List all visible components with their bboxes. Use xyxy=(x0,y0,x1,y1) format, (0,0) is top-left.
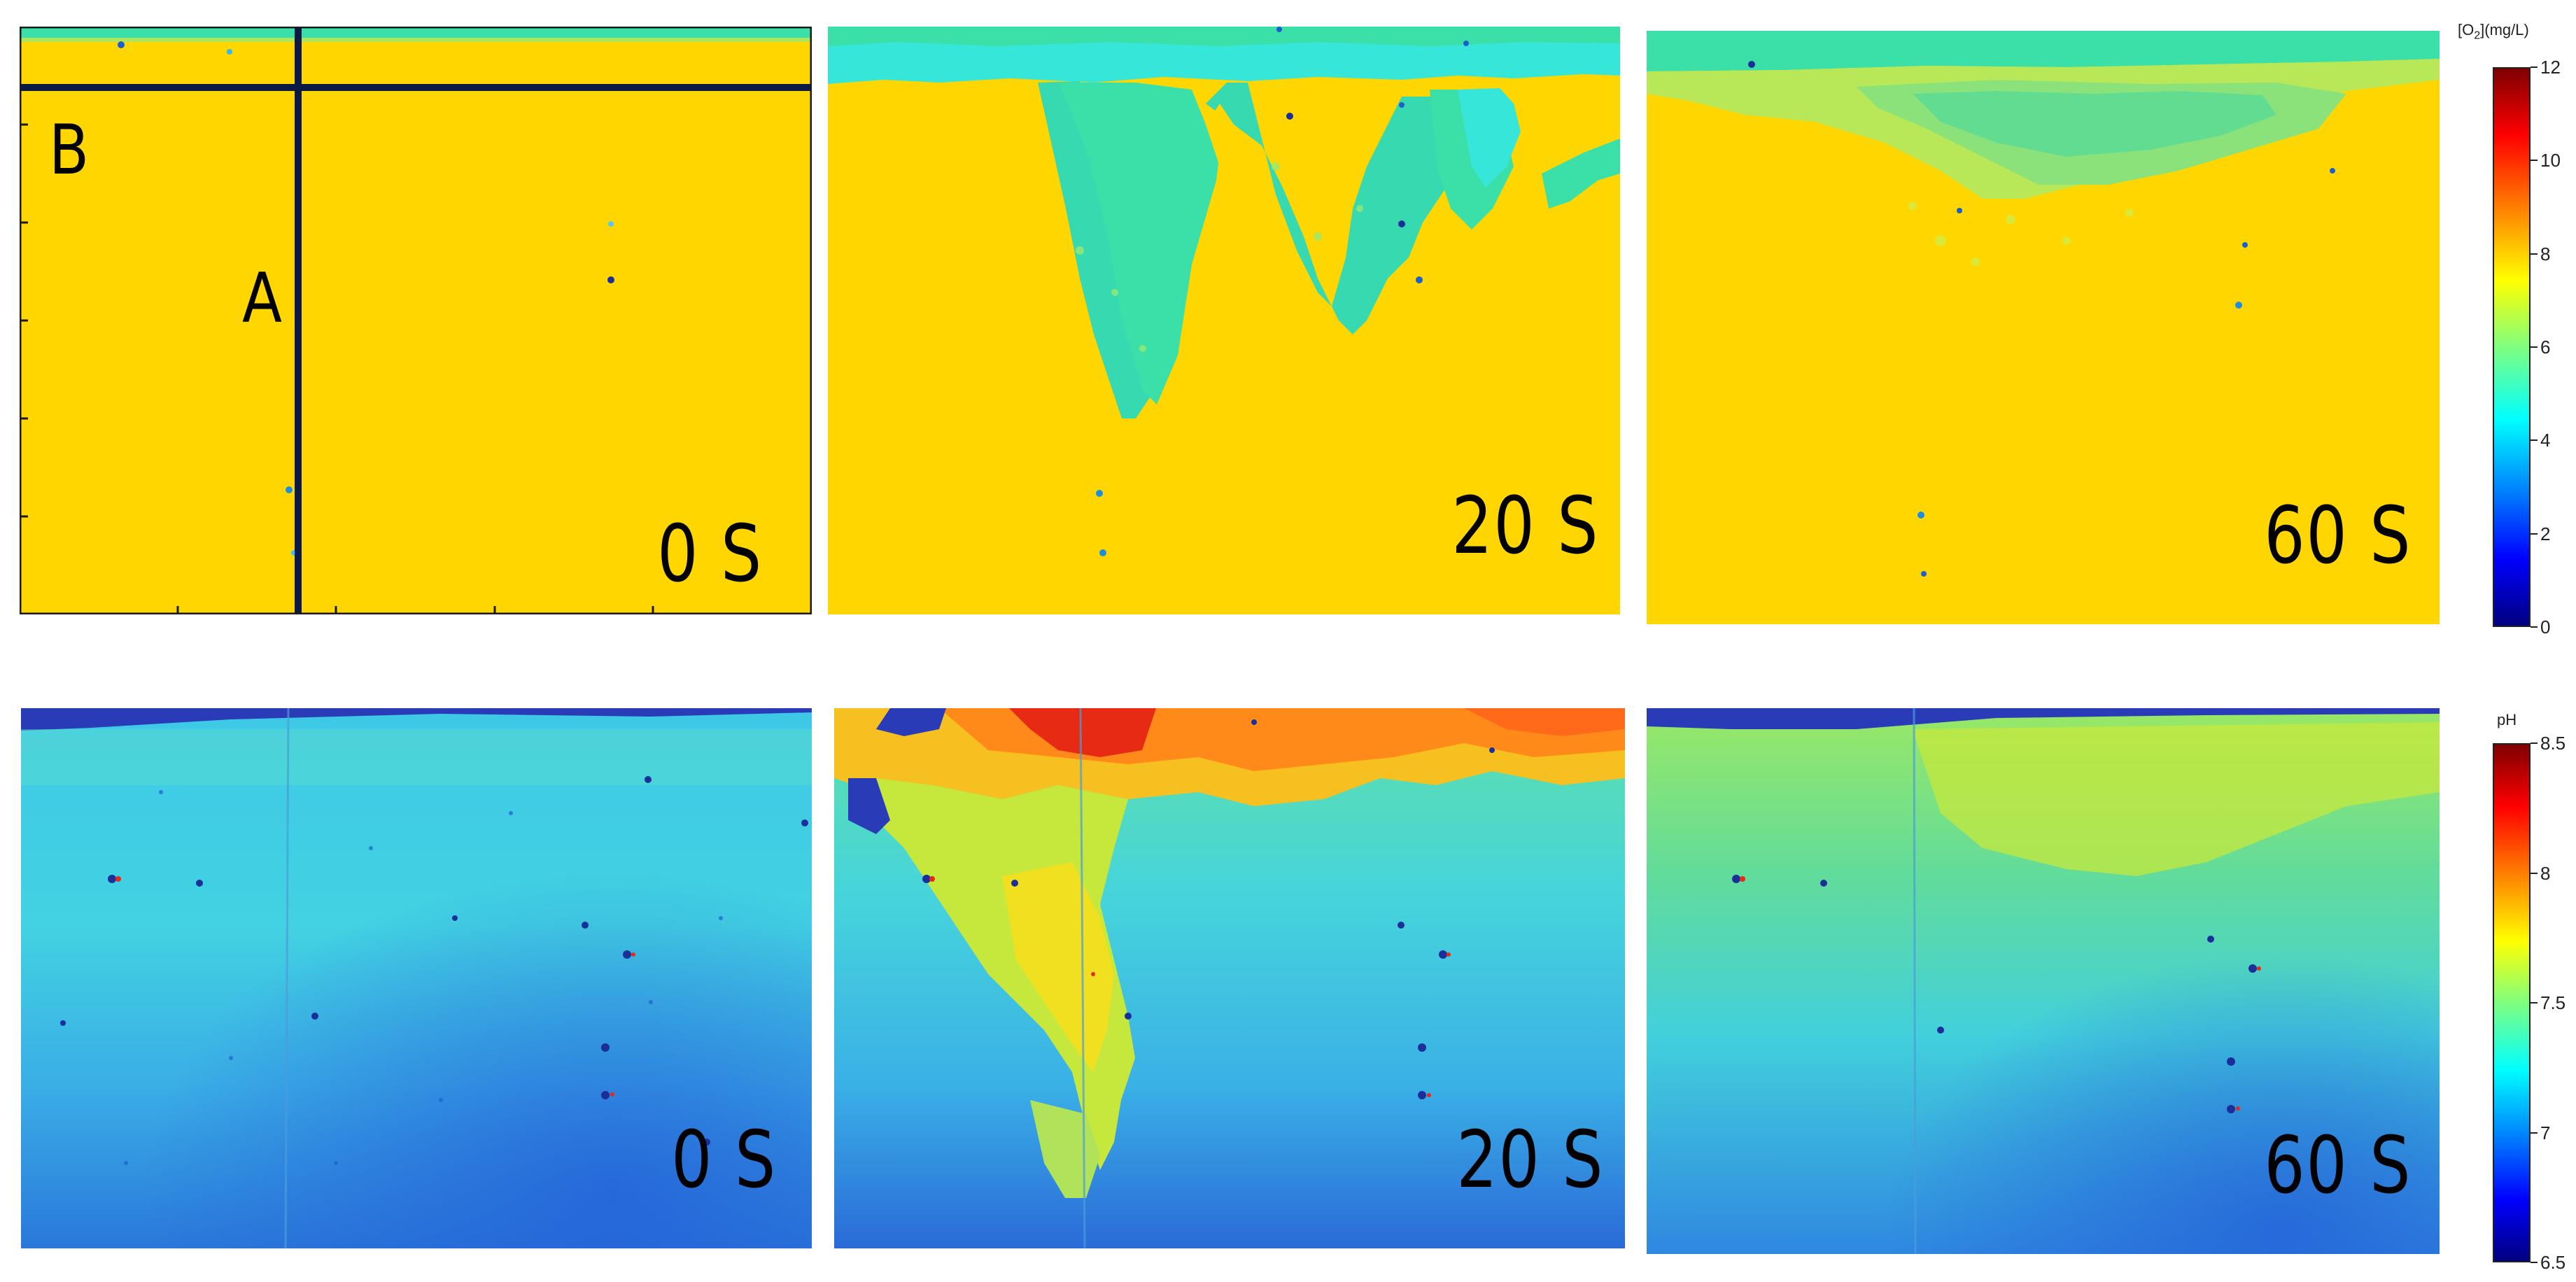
colorbar-tick-label: 12 xyxy=(2540,57,2561,78)
colorbar-tick-label: 8 xyxy=(2540,862,2551,884)
colorbar-tick-mark xyxy=(2531,346,2538,348)
time-label: 0 S xyxy=(671,1115,777,1206)
colorbar-tick-mark xyxy=(2531,439,2538,442)
time-label: 20 S xyxy=(1456,1115,1604,1206)
oxygen-map-20s xyxy=(828,27,1620,614)
ph-map-60s xyxy=(1647,708,2440,1254)
ph-colorbar xyxy=(2493,743,2531,1262)
colorbar-tick-mark xyxy=(2531,1002,2538,1003)
colorbar-tick-label: 8 xyxy=(2540,243,2551,265)
colorbar-tick-mark xyxy=(2531,742,2538,744)
ph-panel-60s: 60 S xyxy=(1647,708,2440,1254)
oxygen-colorbar-title: [O2](mg/L) xyxy=(2458,21,2529,42)
colorbar-tick-label: 7.5 xyxy=(2540,992,2566,1013)
ph-panel-0s: 0 S xyxy=(21,708,812,1248)
oxygen-map-60s xyxy=(1647,31,2440,624)
colorbar-tick-label: 0 xyxy=(2540,617,2551,638)
oxygen-colorbar xyxy=(2493,67,2531,627)
colorbar-tick-label: 8.5 xyxy=(2540,733,2566,754)
time-label: 0 S xyxy=(657,509,763,600)
ph-map-20s xyxy=(834,708,1625,1248)
colorbar-tick-mark xyxy=(2531,533,2538,535)
time-label: 60 S xyxy=(2264,1120,2412,1211)
crosshair-vertical-line xyxy=(295,27,302,614)
colorbar-tick-mark xyxy=(2531,66,2538,68)
colorbar-tick-label: 2 xyxy=(2540,523,2551,544)
oxygen-panel-60s: 60 S xyxy=(1647,31,2440,624)
colorbar-tick-label: 6 xyxy=(2540,337,2551,358)
crosshair-horizontal-line xyxy=(20,84,812,91)
oxygen-panel-0s: B A 0 S xyxy=(20,27,812,614)
colorbar-tick-mark xyxy=(2531,626,2538,628)
time-label: 20 S xyxy=(1451,481,1599,572)
ph-panel-20s: 20 S xyxy=(834,708,1625,1248)
colorbar-tick-mark xyxy=(2531,160,2538,162)
colorbar-tick-mark xyxy=(2531,872,2538,874)
crosshair-label-a: A xyxy=(242,259,282,339)
oxygen-panel-20s: 20 S xyxy=(828,27,1620,614)
colorbar-tick-label: 6.5 xyxy=(2540,1252,2566,1273)
colorbar-tick-label: 7 xyxy=(2540,1122,2551,1143)
ph-map-0s xyxy=(21,708,812,1248)
time-label: 60 S xyxy=(2264,491,2412,582)
colorbar-tick-mark xyxy=(2531,253,2538,255)
colorbar-tick-mark xyxy=(2531,1262,2538,1263)
oxygen-map-0s xyxy=(20,27,812,614)
colorbar-tick-label: 10 xyxy=(2540,150,2561,171)
colorbar-tick-label: 4 xyxy=(2540,430,2551,451)
ph-colorbar-title: pH xyxy=(2497,711,2517,728)
colorbar-tick-mark xyxy=(2531,1132,2538,1134)
crosshair-label-b: B xyxy=(49,111,90,190)
